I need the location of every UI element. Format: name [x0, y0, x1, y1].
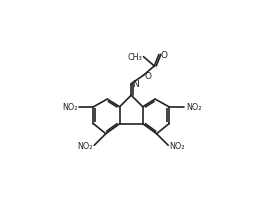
Text: CH₃: CH₃ [128, 53, 143, 62]
Text: NO₂: NO₂ [62, 103, 77, 112]
Text: O: O [161, 51, 167, 60]
Text: O: O [144, 71, 151, 80]
Text: N: N [132, 80, 139, 89]
Text: NO₂: NO₂ [170, 141, 185, 150]
Text: NO₂: NO₂ [186, 103, 201, 112]
Text: NO₂: NO₂ [77, 141, 93, 150]
